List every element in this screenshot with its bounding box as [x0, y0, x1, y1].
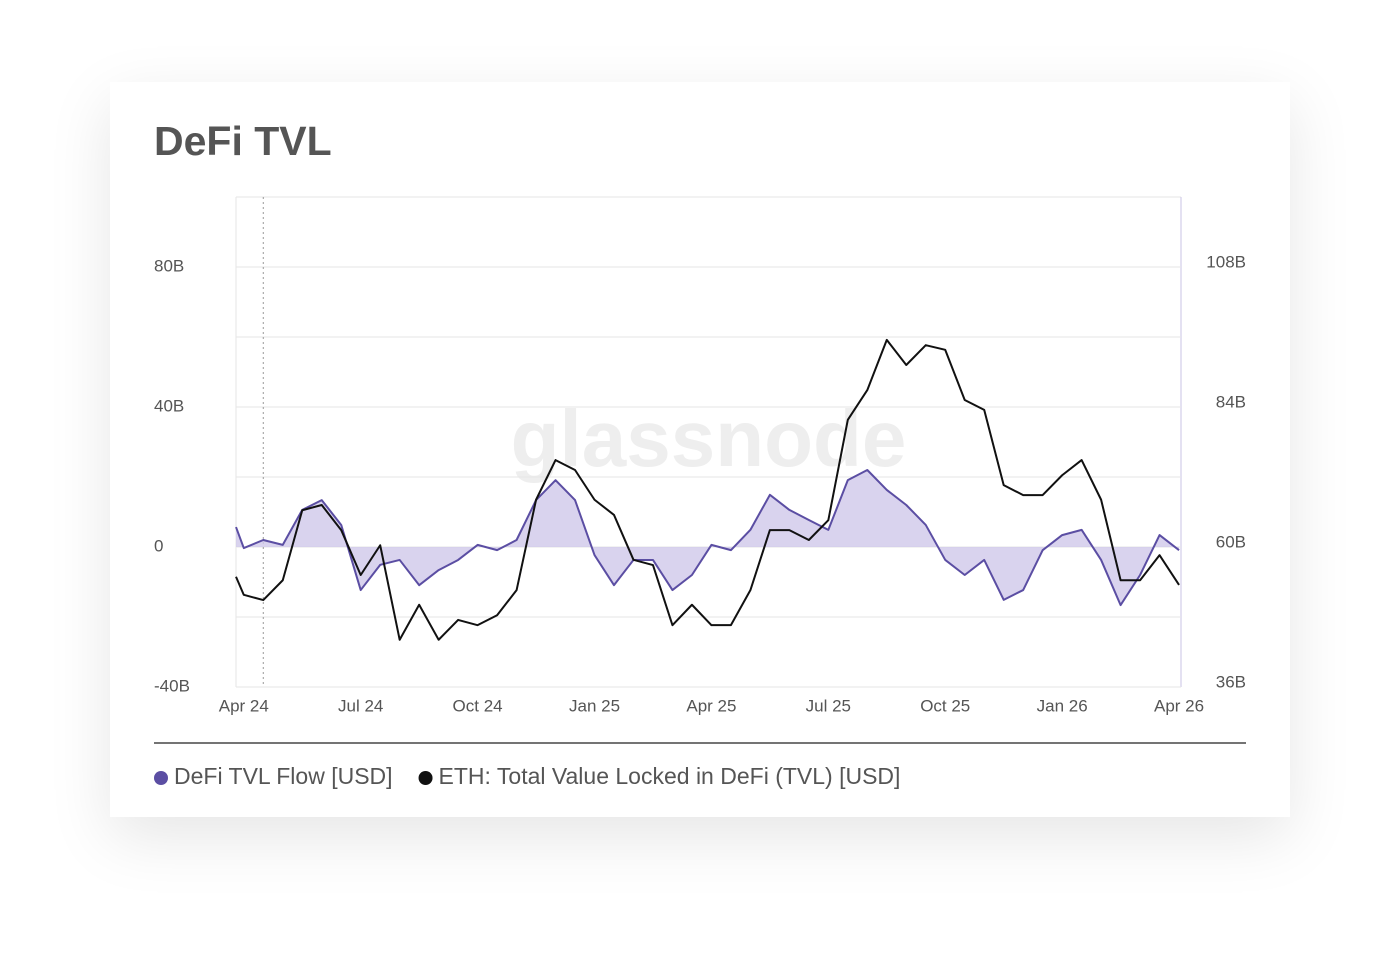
watermark: glassnode [511, 394, 907, 483]
legend-marker [154, 771, 168, 785]
legend-label: ETH: Total Value Locked in DeFi (TVL) [U… [439, 763, 901, 789]
y-tick-label: 40B [154, 396, 184, 415]
x-tick-label: Jul 24 [338, 696, 383, 715]
chart-title: DeFi TVL [154, 118, 332, 164]
x-tick-label: Jul 25 [806, 696, 851, 715]
x-tick-label: Oct 25 [920, 696, 970, 715]
y2-tick-label: 60B [1216, 532, 1246, 551]
y2-tick-label: 84B [1216, 392, 1246, 411]
x-tick-label: Apr 24 [219, 696, 269, 715]
y-tick-label: 80B [154, 256, 184, 275]
x-tick-label: Jan 26 [1037, 696, 1088, 715]
chart-card [110, 82, 1290, 817]
y-tick-label: 0 [154, 536, 163, 555]
y2-tick-label: 108B [1206, 252, 1246, 271]
x-tick-label: Apr 25 [686, 696, 736, 715]
area [236, 470, 1180, 606]
legend-marker [418, 771, 433, 785]
line [235, 469, 1180, 607]
x-tick-label: Apr 26 [1154, 696, 1204, 715]
y-tick-label: -40B [154, 676, 190, 695]
legend-label: DeFi TVL Flow [USD] [174, 763, 393, 789]
line [235, 338, 1180, 641]
x-tick-label: Jan 25 [569, 696, 620, 715]
y2-tick-label: 36B [1216, 672, 1246, 691]
x-tick-label: Oct 24 [453, 696, 503, 715]
